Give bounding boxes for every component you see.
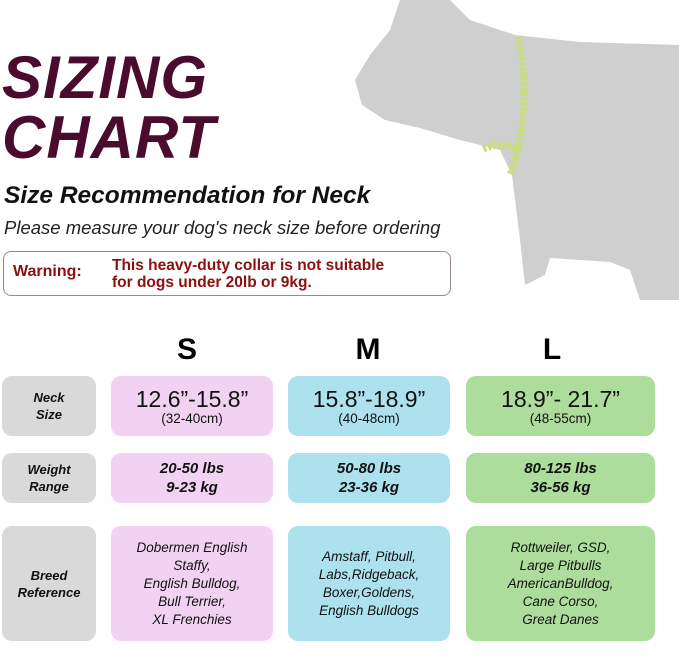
breed-cell-s: Dobermen English Staffy, English Bulldog… xyxy=(111,526,273,641)
title-line1: SIZING xyxy=(2,44,209,111)
row-label-breed: Breed Reference xyxy=(2,526,96,641)
neck-inches: 12.6”-15.8” xyxy=(135,385,249,412)
neck-inches: 15.8”-18.9” xyxy=(312,385,426,412)
breed-line: English Bulldog, xyxy=(143,575,241,591)
neck-inches: 18.9”- 21.7” xyxy=(501,385,620,412)
breed-line: Rottweiler, GSD, xyxy=(510,539,611,555)
warning-line: for dogs under 20lb or 9kg. xyxy=(112,274,312,291)
label-text: Neck xyxy=(33,390,65,405)
size-header-s: S xyxy=(176,333,197,366)
breed-line: AmericanBulldog, xyxy=(507,575,614,591)
breed-line: Labs,Ridgeback, xyxy=(318,566,420,582)
title-line2: CHART xyxy=(2,104,216,171)
label-text: Size xyxy=(35,407,62,422)
breed-line: Large Pitbulls xyxy=(519,557,602,573)
breed-line: Great Danes xyxy=(522,611,599,627)
breed-line: English Bulldogs xyxy=(319,602,419,618)
label-text: Range xyxy=(29,479,69,494)
breed-cell-m: Amstaff, Pitbull, Labs,Ridgeback, Boxer,… xyxy=(288,526,450,641)
label-text: Reference xyxy=(17,584,81,600)
weight-lbs: 20-50 lbs xyxy=(159,460,225,477)
neck-cell-s: 12.6”-15.8” (32-40cm) xyxy=(111,376,273,436)
label-text: Breed xyxy=(30,567,68,583)
neck-cm: (32-40cm) xyxy=(161,410,223,426)
weight-kg: 36-56 kg xyxy=(530,479,591,496)
weight-lbs: 80-125 lbs xyxy=(524,460,597,477)
weight-kg: 9-23 kg xyxy=(166,479,218,496)
breed-line: XL Frenchies xyxy=(152,611,232,627)
size-header-l: L xyxy=(542,333,562,366)
row-label-weight: Weight Range xyxy=(2,453,96,503)
neck-cell-l: 18.9”- 21.7” (48-55cm) xyxy=(466,376,655,436)
weight-cell-m: 50-80 lbs 23-36 kg xyxy=(288,453,450,503)
weight-lbs: 50-80 lbs xyxy=(336,460,402,477)
subtitle: Size Recommendation for Neck xyxy=(4,182,371,209)
warning-box: Warning: This heavy-duty collar is not s… xyxy=(3,251,451,296)
page-title: SIZING CHART xyxy=(2,48,216,168)
weight-cell-s: 20-50 lbs 9-23 kg xyxy=(111,453,273,503)
breed-cell-l: Rottweiler, GSD, Large Pitbulls American… xyxy=(466,526,655,641)
warning-text: This heavy-duty collar is not suitable f… xyxy=(112,257,384,291)
breed-line: Amstaff, Pitbull, xyxy=(322,548,416,564)
size-header-m: M xyxy=(355,333,381,366)
warning-label: Warning: xyxy=(13,263,82,280)
breed-line: Dobermen English xyxy=(136,539,248,555)
breed-line: Boxer,Goldens, xyxy=(322,584,416,600)
weight-cell-l: 80-125 lbs 36-56 kg xyxy=(466,453,655,503)
breed-line: Bull Terrier, xyxy=(158,593,226,609)
weight-kg: 23-36 kg xyxy=(338,479,400,496)
breed-line: Staffy, xyxy=(173,557,211,573)
row-label-neck: Neck Size xyxy=(2,376,96,436)
neck-cell-m: 15.8”-18.9” (40-48cm) xyxy=(288,376,450,436)
instruction: Please measure your dog's neck size befo… xyxy=(4,217,441,238)
neck-cm: (48-55cm) xyxy=(529,410,592,426)
label-text: Weight xyxy=(27,462,71,477)
warning-line: This heavy-duty collar is not suitable xyxy=(112,257,385,274)
breed-line: Cane Corso, xyxy=(522,593,599,609)
neck-cm: (40-48cm) xyxy=(338,410,400,426)
dog-silhouette-image xyxy=(355,0,679,300)
